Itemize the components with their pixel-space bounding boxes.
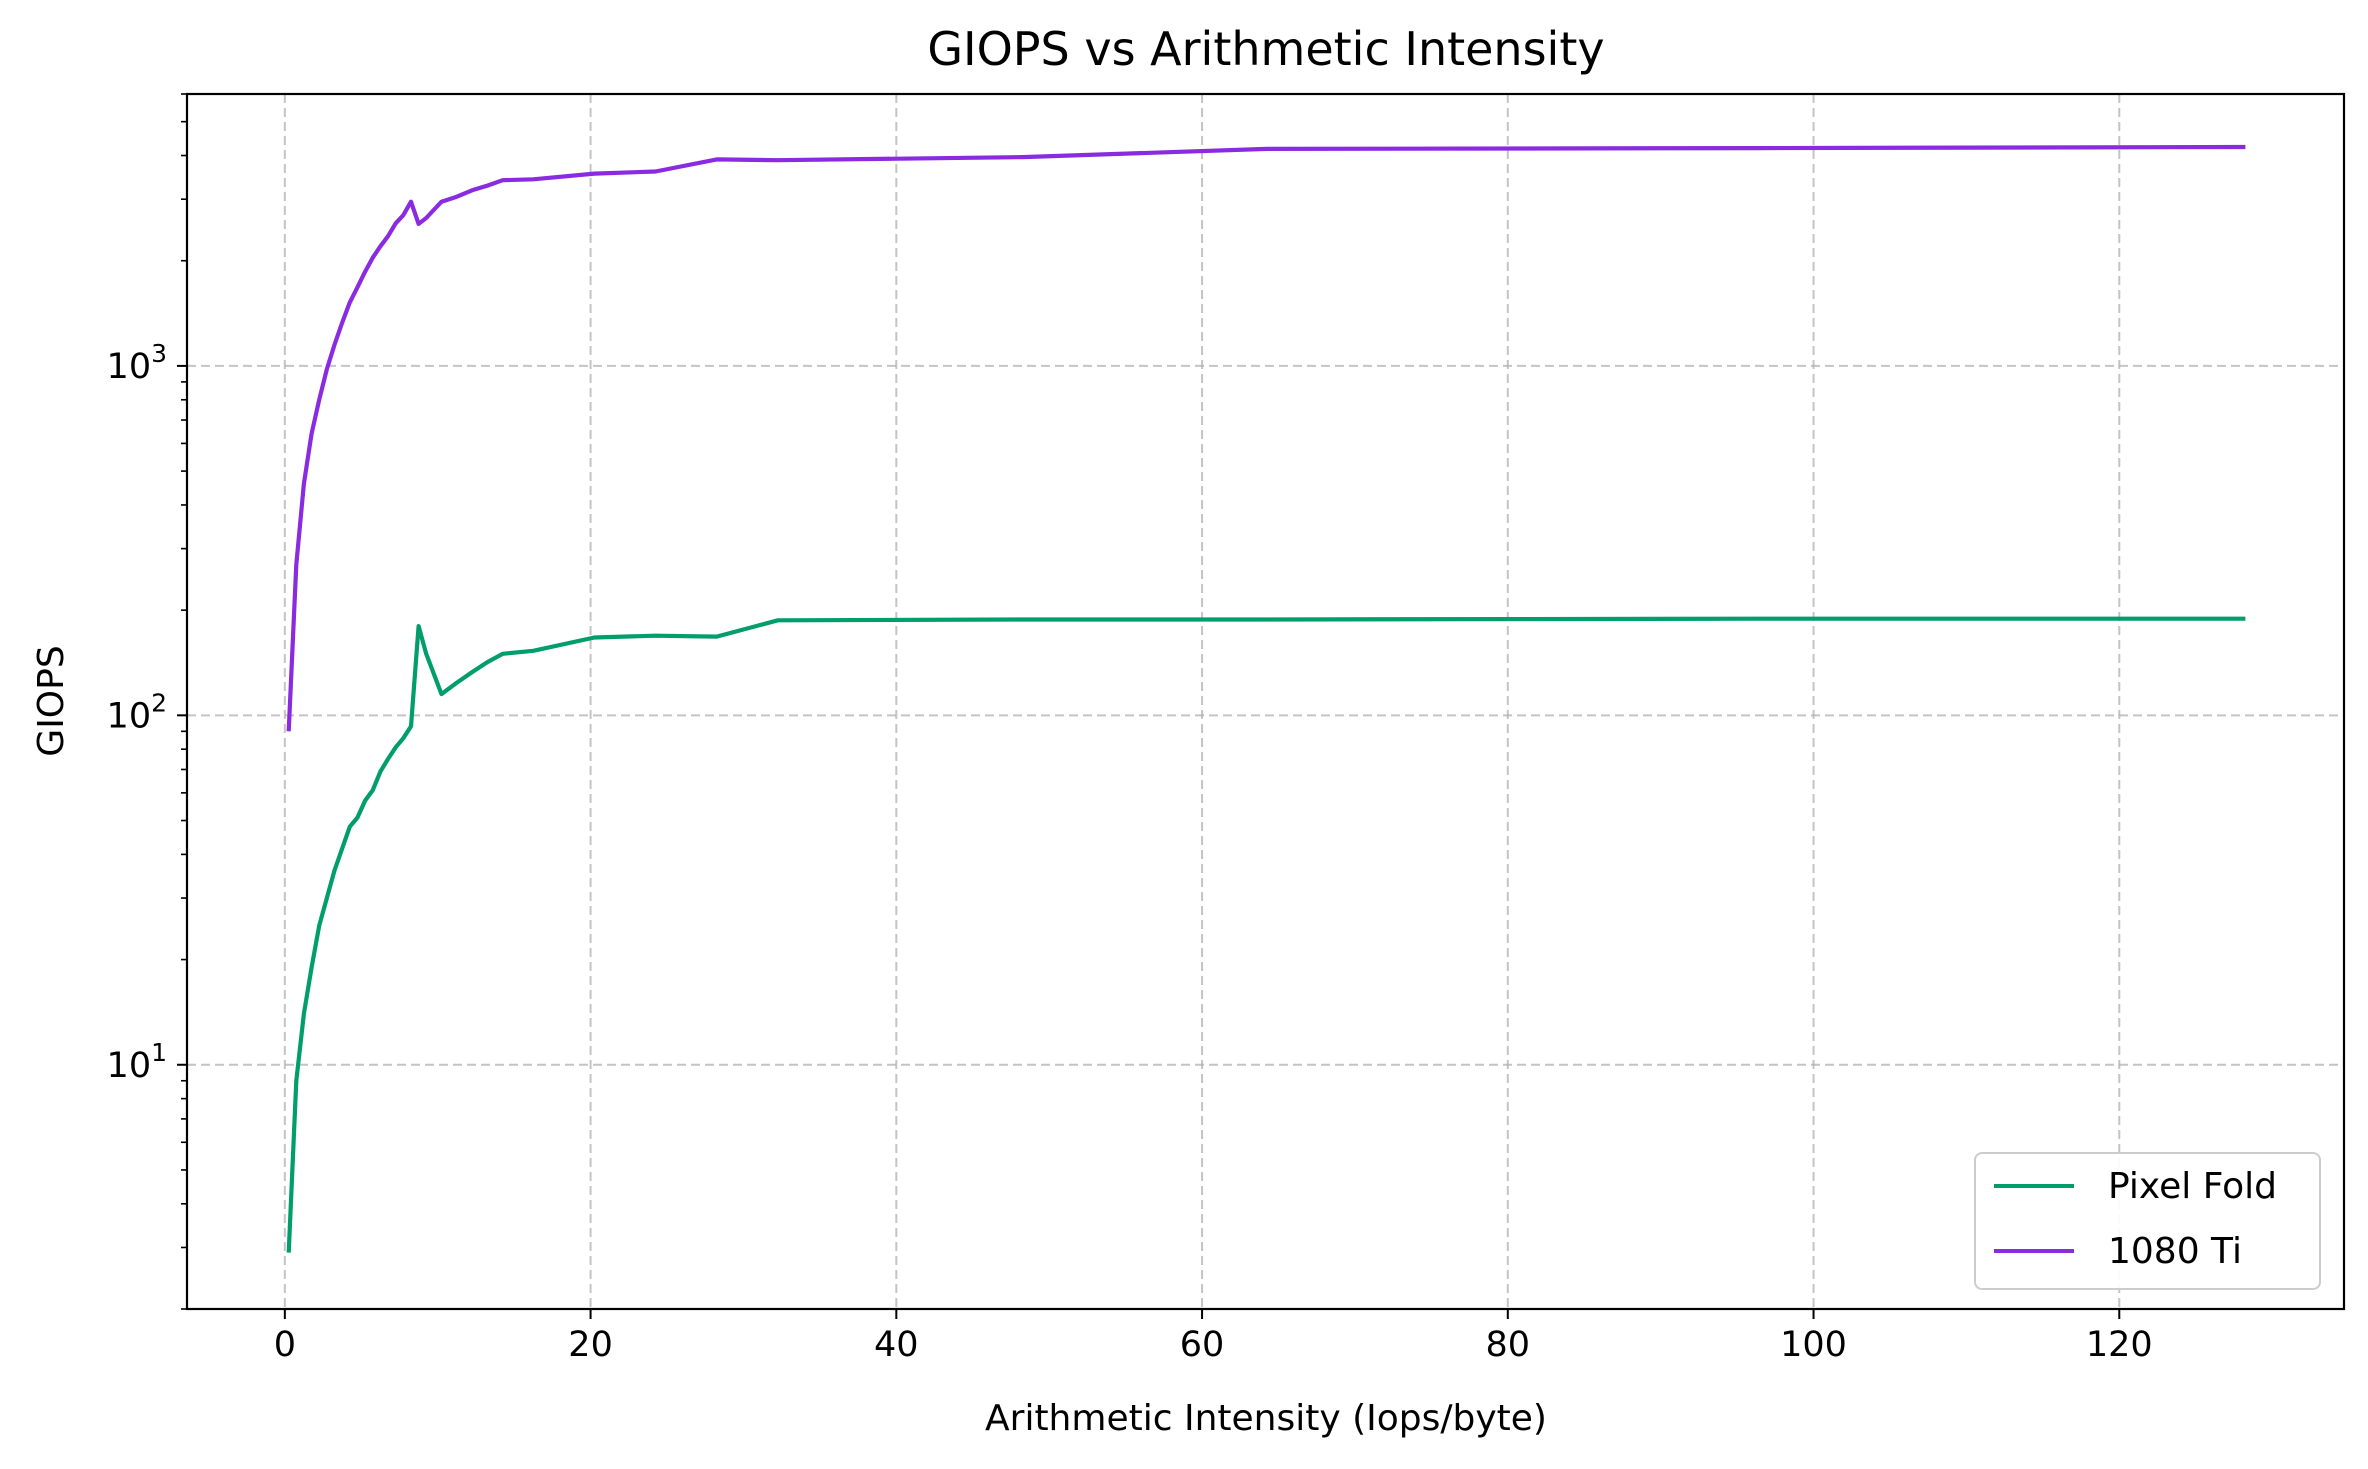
axis-ticks: 0 20 40 60 80 100 120 101 102 103 <box>107 93 2153 1365</box>
y-tick-label: 103 <box>107 339 167 387</box>
x-tick-label: 120 <box>2086 1325 2153 1365</box>
y-axis-label: GIOPS <box>31 645 72 756</box>
grid-lines <box>187 94 2344 1309</box>
chart-title: GIOPS vs Arithmetic Intensity <box>927 22 1604 76</box>
x-tick-label: 40 <box>874 1325 919 1365</box>
x-tick-label: 20 <box>568 1325 613 1365</box>
series-line-1080-ti <box>286 144 2246 732</box>
x-tick-label: 100 <box>1780 1325 1847 1365</box>
legend-label-pixel-fold: Pixel Fold <box>2108 1166 2277 1207</box>
legend: Pixel Fold 1080 Ti <box>1974 1152 2321 1290</box>
x-tick-label: 60 <box>1180 1325 1225 1365</box>
x-axis-label: Arithmetic Intensity (Iops/byte) <box>985 1398 1547 1439</box>
x-tick-label: 80 <box>1486 1325 1531 1365</box>
plot-frame <box>185 92 2346 1311</box>
series-line-pixel-fold <box>286 616 2246 1253</box>
x-tick-label: 0 <box>274 1325 296 1365</box>
y-tick-label: 102 <box>107 688 167 736</box>
series-lines <box>286 144 2246 1253</box>
legend-label-1080-ti: 1080 Ti <box>2108 1231 2242 1272</box>
y-tick-label: 101 <box>107 1038 167 1086</box>
